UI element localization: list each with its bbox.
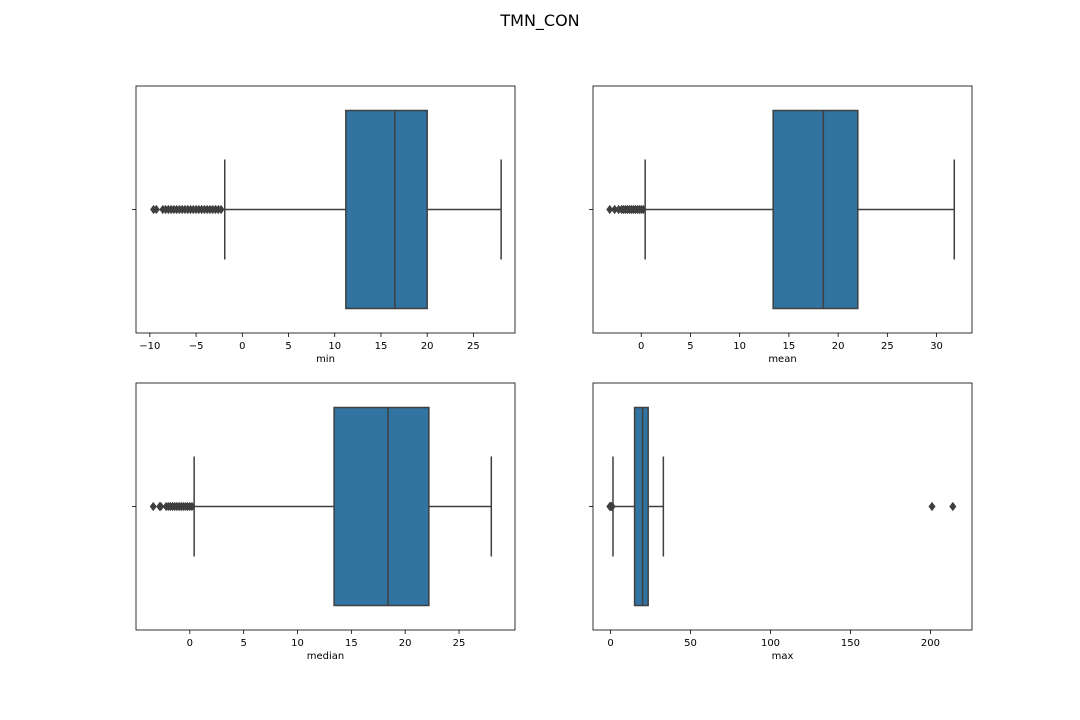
- x-axis-label: median: [307, 651, 345, 662]
- x-tick-label: 200: [921, 638, 940, 649]
- x-tick-label: 20: [399, 638, 412, 649]
- iqr-box: [633, 406, 649, 607]
- x-axis-label: mean: [768, 354, 796, 365]
- iqr-box: [772, 109, 859, 310]
- outlier-point: [949, 501, 957, 512]
- x-tick-label: 25: [453, 638, 466, 649]
- subplot-mean: 0 5 10 15 20 25 30 mean: [589, 85, 973, 365]
- x-tick-label: 0: [187, 638, 193, 649]
- outlier-point: [188, 501, 196, 512]
- outlier-point: [217, 204, 225, 215]
- x-tick-label: 15: [375, 341, 388, 352]
- x-tick-label: 0: [638, 341, 644, 352]
- x-tick-label: 5: [285, 341, 291, 352]
- x-tick-label: 30: [930, 341, 943, 352]
- x-axis-label: min: [316, 354, 335, 365]
- x-tick-label: −5: [189, 341, 204, 352]
- x-tick-label: 150: [841, 638, 860, 649]
- outlier-point: [157, 501, 165, 512]
- iqr-box: [333, 406, 430, 607]
- x-tick-label: 0: [239, 341, 245, 352]
- x-tick-label: 10: [733, 341, 746, 352]
- x-tick-label: 25: [467, 341, 480, 352]
- x-tick-label: 20: [832, 341, 845, 352]
- outlier-point: [639, 204, 647, 215]
- x-tick-label: 15: [783, 341, 796, 352]
- outlier-point: [608, 501, 616, 512]
- x-tick-label: 10: [291, 638, 304, 649]
- iqr-box: [345, 109, 428, 310]
- subplot-median: 0 5 10 15 20 25 median: [132, 382, 516, 662]
- outlier-point: [152, 204, 160, 215]
- subplot-max: 0 50 100 150 200 max: [589, 382, 973, 662]
- x-tick-label: 50: [684, 638, 697, 649]
- x-axis-label: max: [772, 651, 794, 662]
- x-tick-label: 5: [687, 341, 693, 352]
- outlier-point: [149, 501, 157, 512]
- outlier-point: [606, 204, 614, 215]
- x-tick-label: 25: [881, 341, 894, 352]
- x-tick-label: 10: [328, 341, 341, 352]
- x-tick-label: 15: [345, 638, 358, 649]
- x-tick-label: 100: [761, 638, 780, 649]
- x-tick-label: 20: [421, 341, 434, 352]
- figure-title: TMN_CON: [500, 11, 580, 30]
- subplot-min: −10 −5 0 5 10 15 20 25 min: [132, 85, 516, 365]
- x-tick-label: 5: [240, 638, 246, 649]
- outlier-point: [928, 501, 936, 512]
- x-tick-label: 0: [607, 638, 613, 649]
- x-tick-label: −10: [139, 341, 160, 352]
